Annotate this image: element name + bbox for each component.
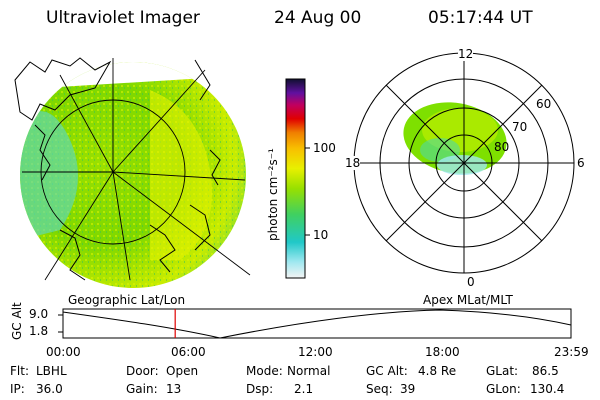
timeline-axis-label: GC Alt (10, 302, 24, 340)
coastlines (14, 57, 221, 281)
info-glat-label: GLat: (486, 364, 519, 378)
info-door-value: Open (166, 364, 199, 378)
left-panel-label: Geographic Lat/Lon (68, 293, 186, 307)
info-door-label: Door: (126, 364, 159, 378)
polar-lat-80: 80 (494, 140, 510, 154)
polar-lat-70: 70 (512, 120, 528, 134)
info-ip-value: 36.0 (36, 382, 63, 396)
instrument-title: Ultraviolet Imager (46, 8, 200, 28)
info-gain-value: 13 (166, 382, 182, 396)
polar-label-18: 18 (345, 156, 361, 170)
timeline-ytick-low: 1.8 (29, 324, 49, 338)
polar-lat-60: 60 (536, 97, 552, 111)
info-mode-value: Normal (287, 364, 331, 378)
info-flt-label: Flt: (10, 364, 29, 378)
colorbar-tick-100: 100 (313, 141, 336, 155)
info-ip-label: IP: (10, 382, 25, 396)
colorbar (285, 78, 306, 279)
geo-grid (22, 58, 251, 281)
timeline-xtick-2359: 23:59 (554, 345, 589, 359)
colorbar-tick-10: 10 (313, 228, 329, 242)
info-mode-label: Mode: (246, 364, 283, 378)
info-dsp-label: Dsp: (246, 382, 274, 396)
info-gain-label: Gain: (126, 382, 158, 396)
info-flt-value: LBHL (36, 364, 67, 378)
altitude-curve (62, 309, 572, 339)
timeline-xtick-0000: 00:00 (46, 345, 81, 359)
colorbar-unit-label: photon cm⁻²s⁻¹ (266, 148, 280, 241)
timeline-xtick-1200: 12:00 (298, 345, 333, 359)
observation-time: 05:17:44 UT (428, 8, 533, 28)
info-seq-value: 39 (400, 382, 416, 396)
info-glon-label: GLon: (486, 382, 521, 396)
info-dsp-value: 2.1 (294, 382, 314, 396)
info-glat-value: 86.5 (532, 364, 559, 378)
timeline-plot (62, 308, 572, 339)
polar-label-0: 0 (467, 275, 475, 289)
observation-date: 24 Aug 00 (274, 8, 362, 28)
info-gcalt-label: GC Alt: (366, 364, 408, 378)
info-glon-value: 130.4 (530, 382, 565, 396)
info-gcalt-value: 4.8 Re (418, 364, 457, 378)
info-seq-label: Seq: (366, 382, 393, 396)
aurora-image-left (20, 62, 246, 288)
right-panel-label: Apex MLat/MLT (423, 293, 513, 307)
timeline-ytick-high: 9.0 (29, 307, 49, 321)
polar-label-12: 12 (458, 47, 474, 61)
polar-label-6: 6 (577, 156, 585, 170)
timeline-xtick-0600: 06:00 (171, 345, 206, 359)
timeline-xtick-1800: 18:00 (425, 345, 460, 359)
polar-grid (353, 52, 575, 274)
